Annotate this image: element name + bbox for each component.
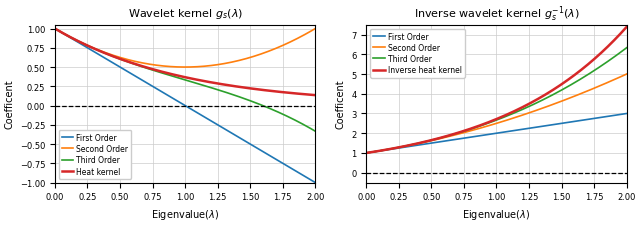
Third Order [175, 77, 182, 80]
Y-axis label: Coefficent: Coefficent [4, 79, 14, 129]
First Order [616, 114, 624, 116]
Second Order [175, 66, 182, 69]
Third Order [312, 130, 319, 133]
Second Order [488, 124, 495, 127]
First Order [175, 101, 182, 104]
Heat kernel [175, 75, 182, 78]
Heat kernel [192, 79, 200, 81]
Third Order [206, 87, 214, 89]
Line: First Order: First Order [55, 29, 316, 183]
Third Order [503, 115, 511, 118]
Title: Wavelet kernel $g_s(\lambda)$: Wavelet kernel $g_s(\lambda)$ [127, 7, 243, 21]
Second Order [306, 31, 314, 34]
First Order [305, 178, 313, 180]
First Order [206, 119, 214, 122]
Third Order [362, 152, 370, 155]
Inverse heat kernel [362, 152, 370, 155]
Line: Heat kernel: Heat kernel [55, 29, 316, 96]
Second Order [503, 119, 511, 122]
Second Order [177, 66, 184, 69]
Third Order [488, 121, 495, 124]
Third Order [517, 109, 525, 112]
Y-axis label: Coefficent: Coefficent [335, 79, 346, 129]
X-axis label: Eigenvalue($\lambda$): Eigenvalue($\lambda$) [462, 207, 531, 221]
Second Order [181, 66, 189, 69]
Line: Inverse heat kernel: Inverse heat kernel [366, 28, 627, 153]
Heat kernel [264, 90, 272, 92]
Line: First Order: First Order [366, 114, 627, 153]
Inverse heat kernel [488, 120, 495, 123]
Line: Third Order: Third Order [366, 49, 627, 153]
First Order [192, 111, 200, 114]
First Order [264, 154, 272, 156]
First Order [177, 102, 184, 104]
Second Order [623, 73, 630, 76]
Second Order [51, 28, 59, 31]
Second Order [207, 65, 214, 68]
Third Order [192, 82, 200, 85]
Heat kernel [305, 94, 313, 97]
Inverse heat kernel [503, 114, 511, 116]
Third Order [576, 79, 584, 82]
Inverse heat kernel [623, 26, 630, 29]
Inverse heat kernel [486, 121, 494, 124]
First Order [623, 113, 630, 115]
First Order [576, 120, 584, 122]
First Order [503, 131, 511, 133]
Third Order [486, 122, 494, 124]
Heat kernel [177, 75, 184, 78]
Second Order [362, 152, 370, 155]
Second Order [517, 115, 525, 117]
Second Order [193, 66, 200, 69]
Second Order [576, 93, 584, 96]
Inverse heat kernel [616, 33, 624, 36]
Legend: First Order, Second Order, Third Order, Inverse heat kernel: First Order, Second Order, Third Order, … [370, 29, 465, 78]
Heat kernel [206, 81, 214, 84]
Inverse heat kernel [517, 107, 525, 110]
Heat kernel [51, 28, 59, 31]
First Order [362, 152, 370, 155]
Line: Second Order: Second Order [55, 29, 316, 68]
Second Order [616, 76, 624, 79]
Legend: First Order, Second Order, Third Order, Heat kernel: First Order, Second Order, Third Order, … [59, 130, 131, 179]
First Order [488, 133, 495, 136]
Third Order [305, 127, 313, 129]
First Order [517, 128, 525, 131]
Third Order [623, 47, 630, 50]
Inverse heat kernel [576, 70, 584, 73]
X-axis label: Eigenvalue($\lambda$): Eigenvalue($\lambda$) [151, 207, 220, 221]
Second Order [312, 28, 319, 31]
First Order [486, 133, 494, 136]
Second Order [265, 51, 273, 53]
Line: Second Order: Second Order [366, 75, 627, 153]
Third Order [264, 107, 272, 110]
First Order [312, 181, 319, 184]
Third Order [177, 78, 184, 80]
Heat kernel [312, 94, 319, 97]
Third Order [51, 28, 59, 31]
Second Order [486, 124, 494, 127]
Line: Third Order: Third Order [55, 29, 316, 132]
First Order [51, 28, 59, 31]
Third Order [616, 52, 624, 54]
Title: Inverse wavelet kernel $g_s^{-1}(\lambda)$: Inverse wavelet kernel $g_s^{-1}(\lambda… [413, 4, 579, 24]
